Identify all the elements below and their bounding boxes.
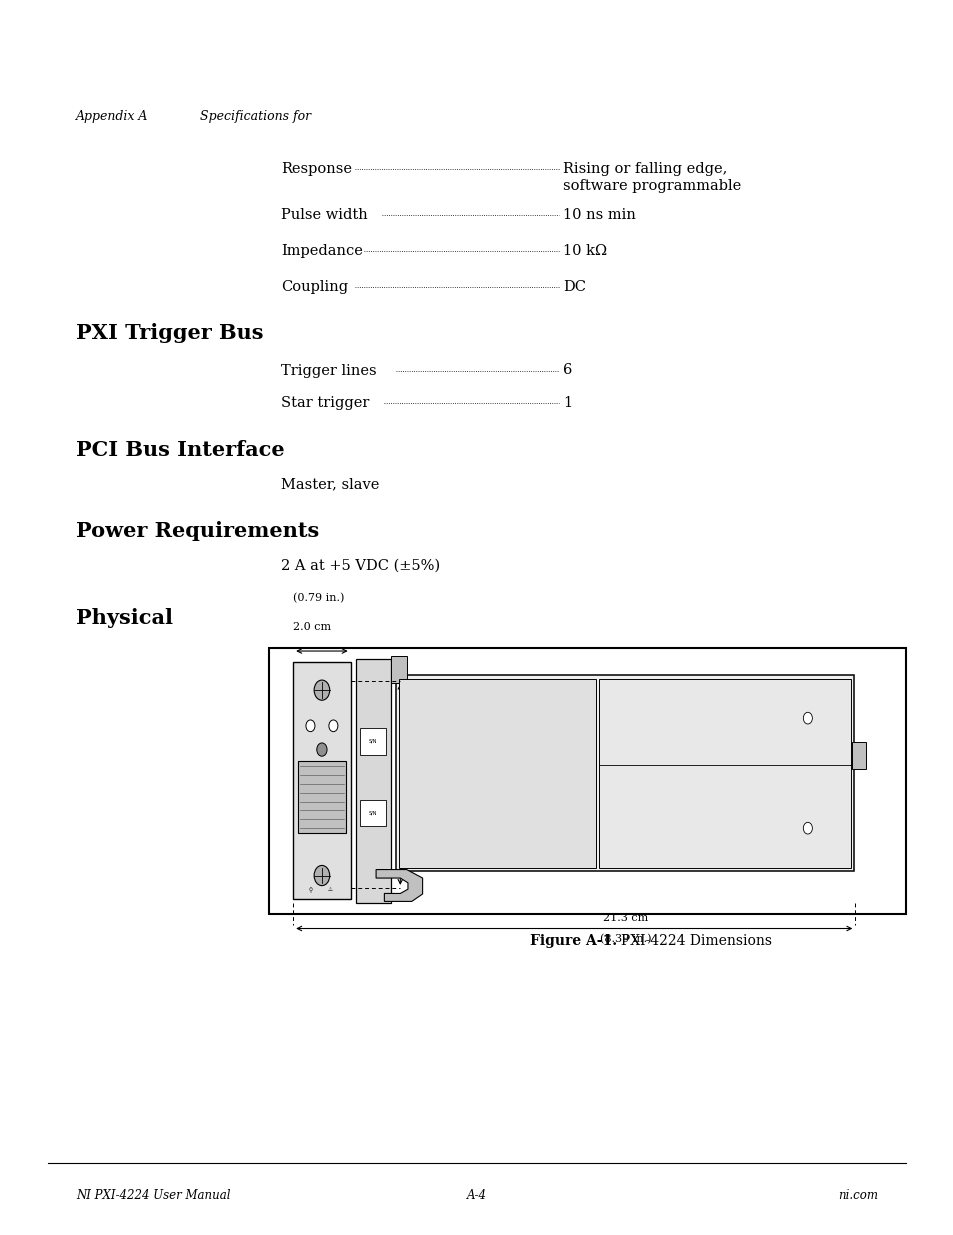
Circle shape xyxy=(802,713,812,724)
Text: Impedance: Impedance xyxy=(281,243,363,258)
Circle shape xyxy=(329,720,337,731)
Text: Appendix A: Appendix A xyxy=(76,110,149,122)
Text: PXI-4224 Dimensions: PXI-4224 Dimensions xyxy=(620,934,771,948)
Text: S/N: S/N xyxy=(369,810,377,815)
Text: 1: 1 xyxy=(562,395,572,410)
Text: Power Requirements: Power Requirements xyxy=(76,521,319,541)
Circle shape xyxy=(802,823,812,834)
Text: PCI Bus Interface: PCI Bus Interface xyxy=(76,440,285,459)
Text: Response: Response xyxy=(281,162,352,177)
Text: Trigger lines: Trigger lines xyxy=(281,363,376,378)
Text: (0.79 in.): (0.79 in.) xyxy=(293,593,344,603)
Bar xyxy=(359,800,386,826)
Bar xyxy=(359,727,386,755)
Text: Rising or falling edge,: Rising or falling edge, xyxy=(562,162,726,177)
Text: Master, slave: Master, slave xyxy=(281,477,379,492)
Text: NI PXI-4224 User Manual: NI PXI-4224 User Manual xyxy=(76,1189,231,1202)
Circle shape xyxy=(306,720,314,731)
Text: DC: DC xyxy=(562,279,585,294)
Text: ⚠: ⚠ xyxy=(328,887,333,893)
Bar xyxy=(355,659,391,903)
Text: ⚲: ⚲ xyxy=(308,887,313,893)
Text: ni.com: ni.com xyxy=(837,1189,877,1202)
Bar xyxy=(391,656,406,683)
Text: 2 A at +5 VDC (±5%): 2 A at +5 VDC (±5%) xyxy=(281,558,440,573)
Text: S/N: S/N xyxy=(369,739,377,743)
Text: (5.12 in.): (5.12 in.) xyxy=(408,795,459,805)
Text: 13.0 cm: 13.0 cm xyxy=(408,768,453,779)
Text: 2.0 cm: 2.0 cm xyxy=(293,622,331,632)
Text: Physical: Physical xyxy=(76,608,173,627)
Circle shape xyxy=(316,743,327,756)
Text: PXI Trigger Bus: PXI Trigger Bus xyxy=(76,324,264,343)
Text: Specifications for: Specifications for xyxy=(200,110,311,122)
Text: 10 kΩ: 10 kΩ xyxy=(562,243,606,258)
Bar xyxy=(297,762,346,832)
Text: Star trigger: Star trigger xyxy=(281,395,370,410)
Text: 6: 6 xyxy=(562,363,572,378)
Text: (8.39 in.): (8.39 in.) xyxy=(598,934,650,945)
Circle shape xyxy=(314,680,330,700)
Circle shape xyxy=(314,866,330,885)
Text: software programmable: software programmable xyxy=(562,179,740,194)
Text: 21.3 cm: 21.3 cm xyxy=(602,913,647,923)
Text: Figure A-1.: Figure A-1. xyxy=(530,934,617,948)
Bar xyxy=(851,742,864,769)
Polygon shape xyxy=(375,869,422,902)
Bar xyxy=(293,662,351,899)
Bar xyxy=(395,674,853,872)
Text: Coupling: Coupling xyxy=(281,279,348,294)
Bar xyxy=(269,648,905,914)
Bar xyxy=(398,679,596,868)
Text: 10 ns min: 10 ns min xyxy=(562,207,635,222)
Text: Pulse width: Pulse width xyxy=(281,207,368,222)
Bar xyxy=(598,679,850,868)
Text: A-4: A-4 xyxy=(467,1189,486,1202)
